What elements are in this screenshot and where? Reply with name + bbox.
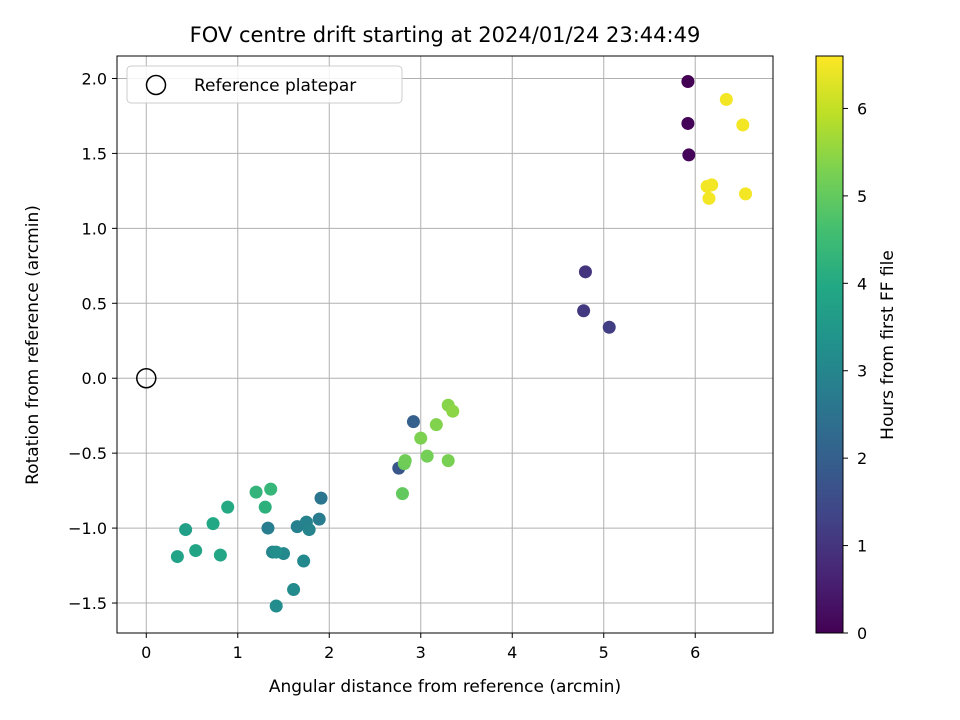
plot-frame	[116, 55, 774, 634]
data-point	[719, 92, 733, 106]
colorbar-tick-label: 1	[857, 537, 867, 556]
colorbar-tick-label: 0	[857, 624, 867, 643]
x-tick-label: 4	[507, 643, 517, 662]
y-axis-label: Rotation from reference (arcmin)	[23, 205, 43, 485]
x-tick-label: 6	[690, 643, 700, 662]
data-point	[398, 454, 412, 468]
legend-box	[126, 65, 403, 104]
colorbar-tick-label: 6	[857, 99, 867, 118]
legend-marker-reference	[145, 74, 167, 96]
data-point	[264, 482, 278, 496]
data-point	[578, 265, 592, 279]
data-point	[681, 74, 695, 88]
x-tick-label: 1	[233, 643, 243, 662]
y-tick-label: 1.0	[82, 219, 107, 238]
data-point	[258, 500, 272, 514]
data-point	[249, 485, 263, 499]
data-point	[314, 491, 328, 505]
x-tick-label: 2	[324, 643, 334, 662]
data-point	[577, 304, 591, 318]
x-tick-label: 0	[141, 643, 151, 662]
data-point	[189, 544, 203, 558]
data-point	[179, 523, 193, 537]
legend-label-reference: Reference platepar	[194, 76, 356, 96]
colorbar-ticks: 0 1 2 3 4 5 6	[843, 99, 867, 643]
data-point	[420, 449, 434, 463]
data-point	[287, 583, 301, 597]
data-point	[206, 517, 220, 531]
colorbar-gradient	[815, 55, 844, 634]
x-tick-label: 3	[416, 643, 426, 662]
data-point	[429, 418, 443, 432]
data-point	[705, 178, 719, 192]
x-tick-label: 5	[599, 643, 609, 662]
colorbar-tick-label: 5	[857, 187, 867, 206]
colorbar-label: Hours from first FF file	[878, 250, 898, 440]
grid	[117, 56, 773, 633]
data-point	[170, 550, 184, 564]
y-tick-label: 2.0	[82, 69, 107, 88]
data-point	[681, 116, 695, 130]
data-point	[302, 523, 316, 537]
x-axis-label: Angular distance from reference (arcmin)	[269, 677, 621, 697]
data-point	[406, 415, 420, 429]
data-point	[739, 187, 753, 201]
y-tick-label: 1.5	[82, 144, 107, 163]
data-point	[221, 500, 235, 514]
colorbar-tick-label: 3	[857, 362, 867, 381]
data-point	[269, 545, 283, 559]
data-point	[269, 599, 283, 613]
data-point	[441, 454, 455, 468]
x-axis-ticks: 0 1 2 3 4 5 6	[141, 633, 700, 662]
legend: Reference platepar	[126, 65, 403, 104]
data-point	[446, 404, 460, 418]
y-tick-label: 0.5	[82, 294, 107, 313]
data-point	[395, 487, 409, 501]
data-point	[312, 512, 326, 526]
data-point	[682, 148, 696, 162]
y-tick-label: 0.0	[82, 369, 107, 388]
data-point	[414, 431, 428, 445]
data-point	[736, 118, 750, 132]
colorbar-tick-label: 4	[857, 274, 867, 293]
y-tick-label: −1.0	[68, 519, 107, 538]
data-point	[297, 554, 311, 568]
chart-title: FOV centre drift starting at 2024/01/24 …	[190, 23, 701, 47]
data-point	[213, 548, 227, 562]
data-point	[602, 320, 616, 334]
data-point	[702, 191, 716, 205]
reference-platepar-marker	[136, 367, 157, 389]
y-tick-label: −0.5	[68, 444, 107, 463]
colorbar-tick-label: 2	[857, 449, 867, 468]
y-axis-ticks: −1.5 −1.0 −0.5 0.0 0.5 1.0 1.5 2.0	[68, 69, 117, 613]
colorbar: 0 1 2 3 4 5 6 Hours from first FF file	[815, 55, 898, 643]
data-points	[136, 74, 753, 613]
data-point	[261, 521, 275, 535]
y-tick-label: −1.5	[68, 594, 107, 613]
